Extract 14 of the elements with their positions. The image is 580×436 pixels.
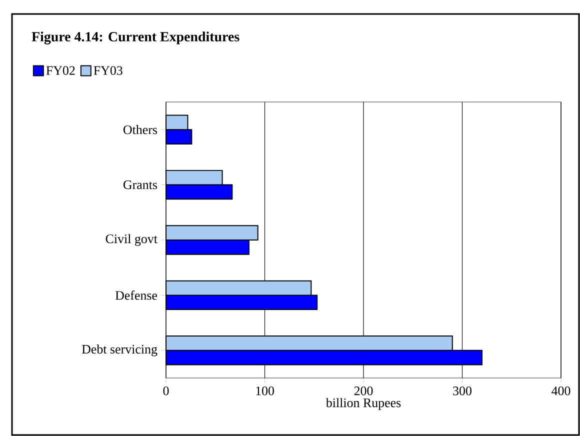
y-tick-label: Others bbox=[123, 125, 158, 134]
x-tick-label: 200 bbox=[354, 386, 373, 396]
chart-title: Figure 4.14: Current Expenditures bbox=[32, 32, 240, 44]
y-tick-label: Debt servicing bbox=[82, 344, 158, 356]
y-tick-label: Defense bbox=[115, 290, 158, 300]
x-tick-label: 400 bbox=[552, 386, 570, 396]
x-tick-label: 0 bbox=[163, 386, 169, 396]
x-tick-label: 100 bbox=[256, 386, 274, 396]
x-axis-title: billion Rupees bbox=[326, 398, 401, 410]
legend-label: FY02 bbox=[46, 66, 75, 75]
y-tick-label: Civil govt bbox=[106, 234, 158, 246]
x-tick-label: 300 bbox=[453, 386, 472, 396]
legend-label: FY03 bbox=[94, 66, 122, 75]
y-tick-label: Grants bbox=[123, 180, 158, 190]
